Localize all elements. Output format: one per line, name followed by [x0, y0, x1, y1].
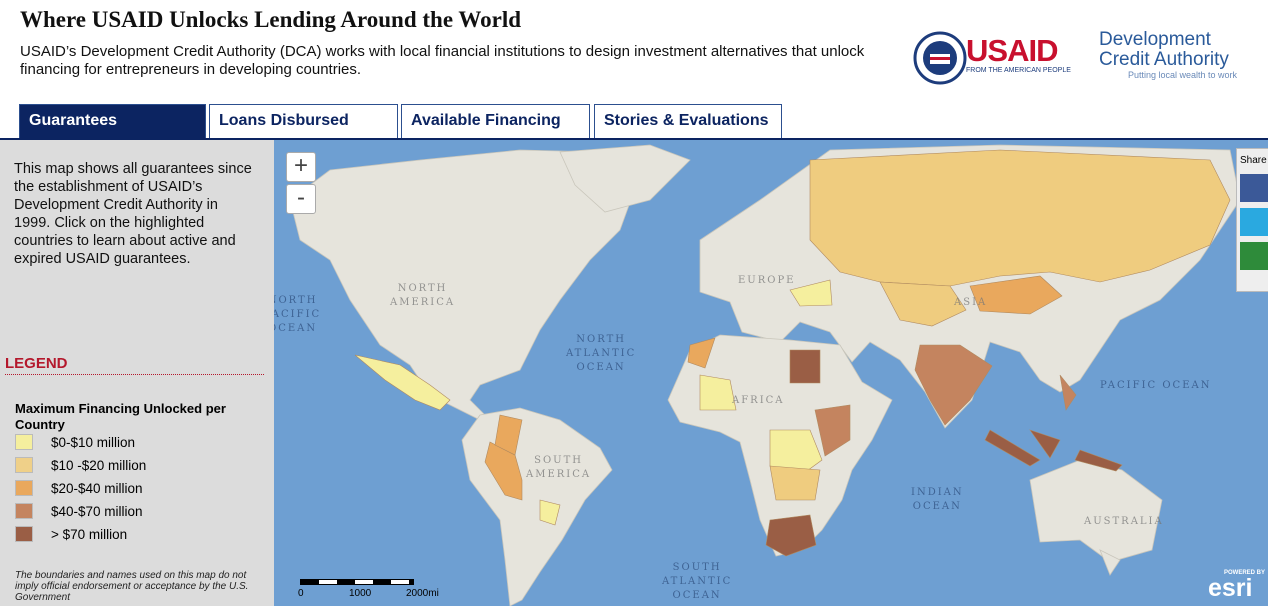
scale-label: 1000 [349, 588, 372, 599]
scale-label: 0 [298, 588, 304, 599]
share-facebook[interactable] [1240, 174, 1268, 202]
page-title: Where USAID Unlocks Lending Around the W… [20, 7, 522, 32]
map-label: ASIA [954, 297, 988, 308]
dca-line: Development [1099, 29, 1211, 50]
map-label: AUSTRALIA [1084, 516, 1164, 527]
dca-name: Development Credit Authority [1099, 30, 1229, 70]
legend-swatch [15, 480, 33, 496]
tab-bar [0, 138, 1268, 140]
tab[interactable]: Available Financing [401, 104, 590, 139]
map-label: EUROPE [738, 275, 796, 286]
legend-item: $20-$40 million [15, 480, 143, 496]
legend-swatch [15, 457, 33, 473]
zoom-in[interactable]: + [286, 152, 316, 182]
map-label: PACIFIC OCEAN [1100, 380, 1212, 391]
map-label: NORTHPACIFICOCEAN [274, 295, 322, 334]
disclaimer: The boundaries and names used on this ma… [15, 570, 249, 603]
legend-label: $20-$40 million [51, 480, 143, 496]
dca-tagline: Putting local wealth to work [1128, 70, 1238, 80]
legend-rule [5, 374, 264, 375]
legend-swatch [15, 526, 33, 542]
intro-text: This map shows all guarantees since the … [14, 161, 252, 267]
scale-label: 2000mi [406, 588, 439, 599]
map-canvas [274, 140, 1268, 606]
legend-label: $10 -$20 million [51, 457, 147, 473]
map-label: SOUTH AMERICA [526, 455, 592, 480]
legend-swatch [15, 434, 33, 450]
share-label: Share [1240, 155, 1267, 166]
scale-bar [300, 579, 414, 585]
legend-label: $0-$10 million [51, 434, 136, 450]
esri-logo: esri [1208, 574, 1253, 602]
tab[interactable]: Loans Disbursed [209, 104, 398, 139]
legend-item: $0-$10 million [15, 434, 135, 450]
tab[interactable]: Guarantees [19, 104, 206, 139]
legend-item: > $70 million [15, 526, 127, 542]
legend-label: > $70 million [51, 526, 128, 542]
map-label: AFRICA [732, 395, 785, 406]
share-other[interactable] [1240, 242, 1268, 270]
map-label: INDIAN OCEAN [911, 487, 964, 512]
usaid-name: USAID [966, 33, 1058, 68]
usaid-tagline: FROM THE AMERICAN PEOPLE [966, 67, 1071, 74]
legend-item: $10 -$20 million [15, 457, 146, 473]
legend-label: $40-$70 million [51, 503, 143, 519]
map-label: SOUTH ATLANTIC OCEAN [662, 562, 733, 601]
legend-title: Maximum Financing Unlocked per Country [15, 401, 226, 432]
tab[interactable]: Stories & Evaluations [594, 104, 782, 139]
share-twitter[interactable] [1240, 208, 1268, 236]
zoom-out[interactable]: - [286, 184, 316, 214]
map-label: NORTH AMERICA [390, 283, 456, 308]
map-label: NORTH ATLANTIC OCEAN [566, 334, 637, 373]
legend-swatch [15, 503, 33, 519]
esri-powered: POWERED BY [1224, 570, 1266, 576]
legend-heading: LEGEND [5, 355, 68, 372]
page-description: USAID’s Development Credit Authority (DC… [20, 43, 865, 78]
legend-item: $40-$70 million [15, 503, 143, 519]
sidebar [0, 140, 274, 606]
usaid-seal [913, 31, 967, 85]
dca-line: Credit Authority [1099, 49, 1229, 70]
